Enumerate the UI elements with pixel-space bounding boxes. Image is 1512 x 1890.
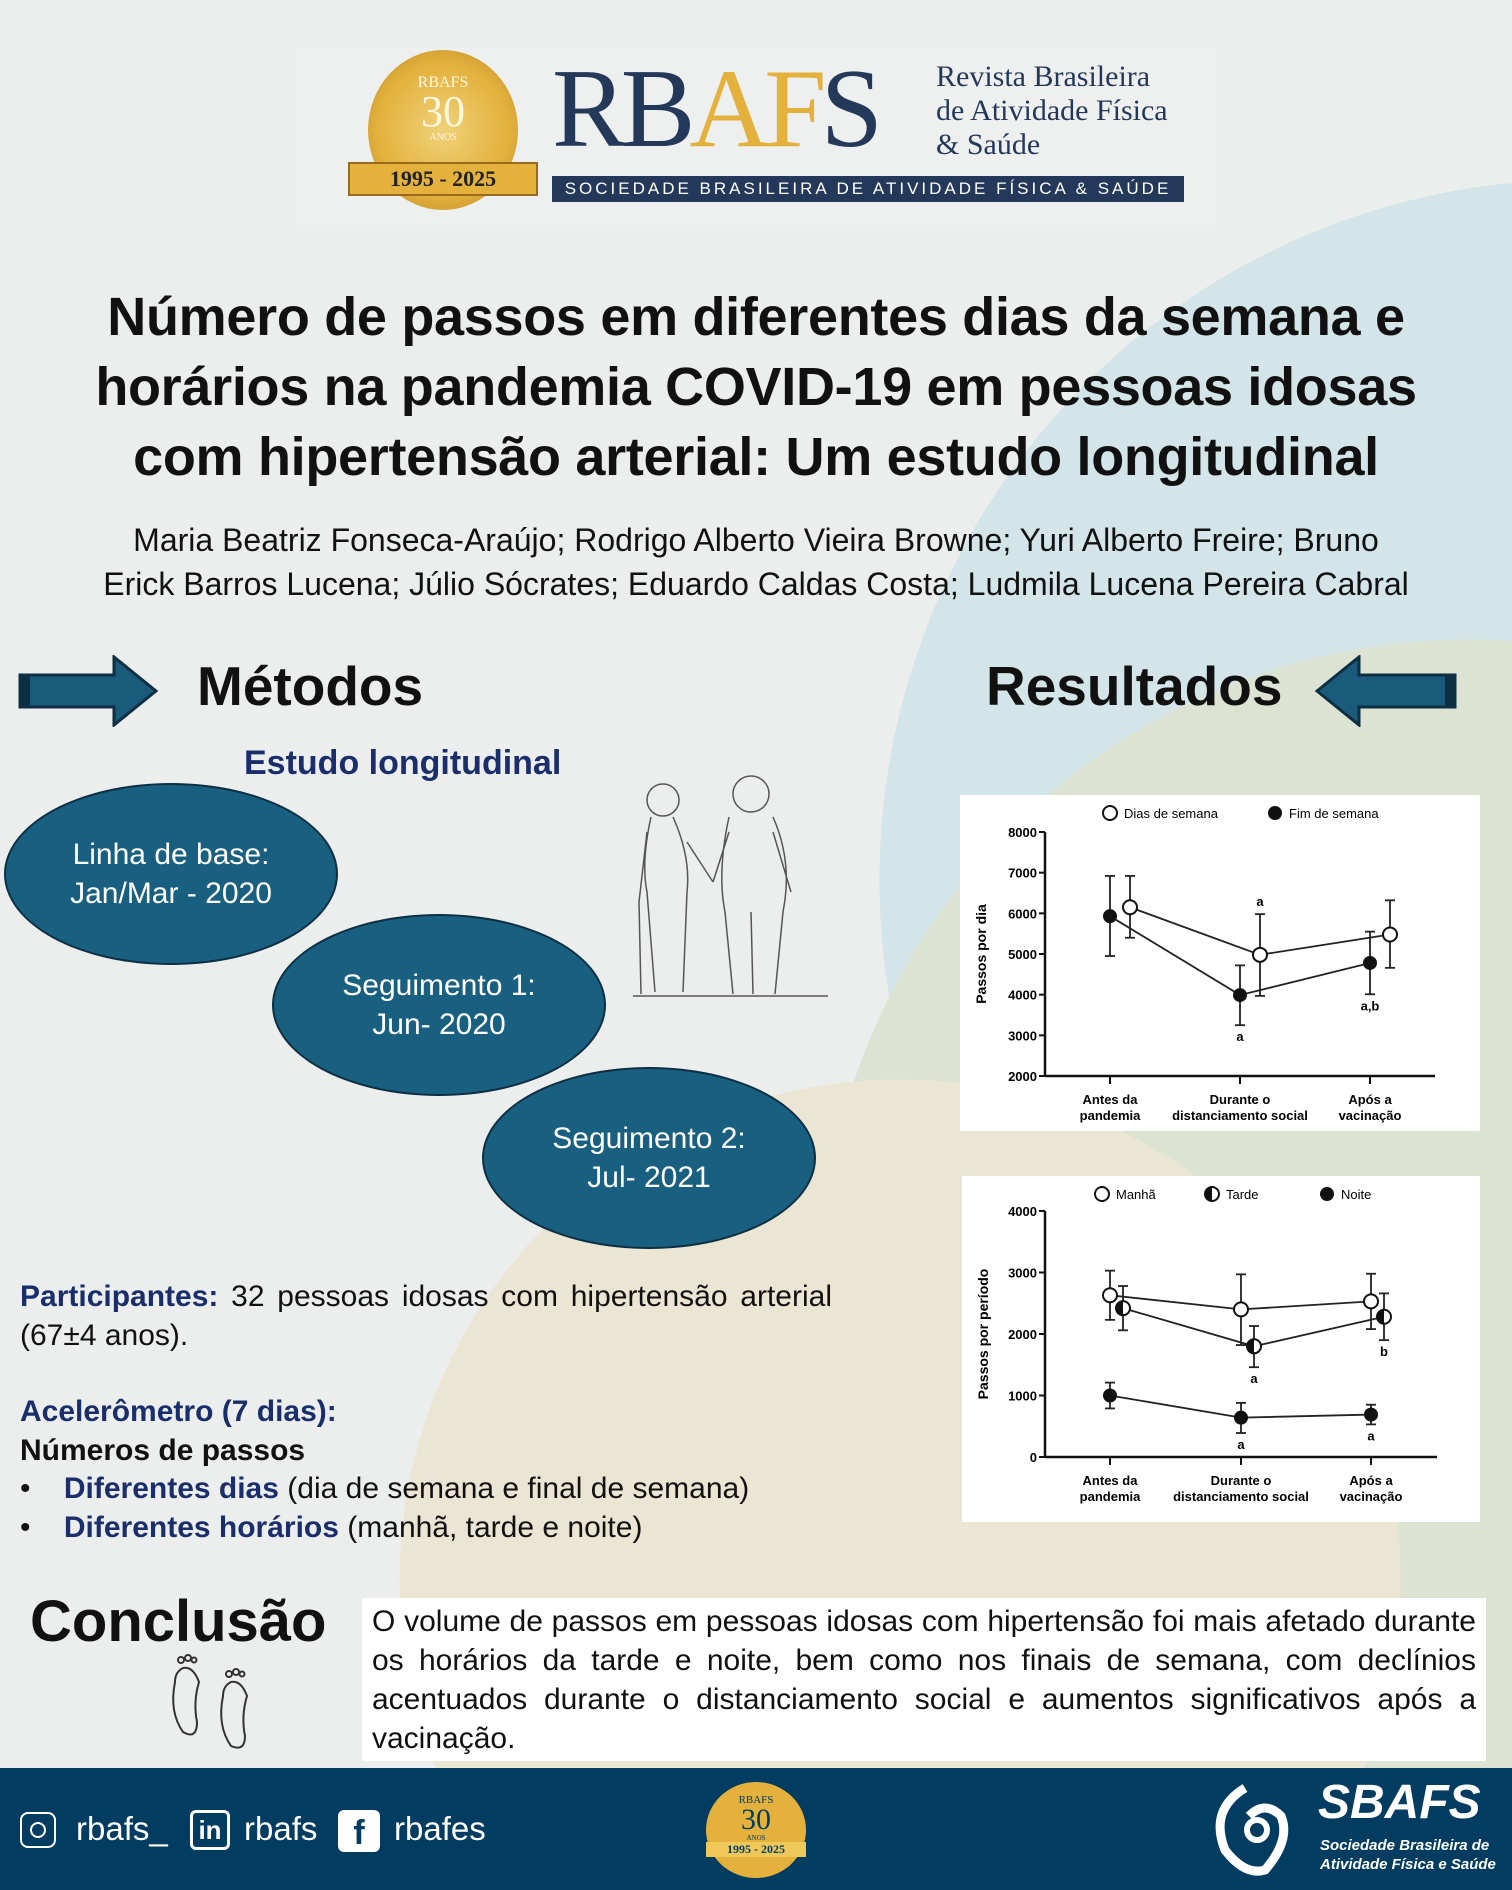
chart-1-svg: 2000 3000 4000 5000 6000 7000 8000 Passos por d… (973, 805, 1435, 1123)
data-point-half (1247, 1339, 1254, 1354)
y-axis-label: Passos por dia (973, 904, 989, 1004)
significance-label: a (1250, 1371, 1258, 1386)
data-point (1103, 1388, 1117, 1403)
methods-heading: Métodos (197, 655, 424, 717)
significance-label: a (1367, 1428, 1375, 1443)
rbafs-wordmark: RBAFS (552, 47, 883, 171)
data-point (1363, 955, 1377, 970)
y-tick-label: 4000 (1008, 988, 1037, 1003)
timeline-baseline: Linha de base: Jan/Mar - 2020 (4, 783, 338, 965)
significance-label: a (1256, 894, 1264, 909)
x-tick-label: Antes da (1083, 1473, 1139, 1488)
journal-logo: RBAFS 30 ANOS 1995 - 2025 RBAFS Revista … (296, 48, 1216, 230)
y-tick-label: 5000 (1008, 947, 1037, 962)
chart-steps-by-period: 0 1000 2000 3000 4000 Passos por período Antes… (962, 1176, 1480, 1522)
arrow-right-icon (18, 655, 158, 727)
chart-2-svg: 0 1000 2000 3000 4000 Passos por período Antes… (975, 1186, 1437, 1504)
linkedin-icon[interactable]: in (190, 1810, 230, 1850)
data-point (1382, 926, 1398, 943)
footer-seal: RBAFS 30 ANOS 1995 - 2025 (706, 1782, 806, 1878)
data-point (1102, 1287, 1118, 1304)
legend-label: Manhã (1116, 1187, 1157, 1202)
data-point (1234, 1410, 1248, 1425)
significance-label: a (1237, 1437, 1245, 1452)
y-tick-label: 0 (1030, 1450, 1037, 1465)
participants: Participantes: 32 pessoas idosas com hip… (20, 1280, 832, 1352)
facebook-icon[interactable]: f (338, 1810, 380, 1852)
y-tick-label: 6000 (1008, 906, 1037, 921)
y-tick-label: 7000 (1008, 866, 1037, 881)
x-tick-label: distanciamento social (1173, 1489, 1309, 1504)
y-tick-label: 8000 (1008, 825, 1037, 840)
significance-label: a,b (1361, 998, 1380, 1013)
legend-marker (1320, 1187, 1334, 1201)
data-point (1364, 1407, 1378, 1422)
x-tick-label: distanciamento social (1172, 1108, 1308, 1123)
elderly-couple-illustration (633, 775, 828, 997)
steps-label: Números de passos (20, 1434, 306, 1467)
sbafs-name: SBAFS (1318, 1776, 1481, 1829)
society-banner: SOCIEDADE BRASILEIRA DE ATIVIDADE FÍSICA… (552, 176, 1184, 202)
y-tick-label: 2000 (1008, 1327, 1037, 1342)
significance-label: a (1236, 1029, 1244, 1044)
y-tick-label: 1000 (1008, 1389, 1037, 1404)
y-axis-label: Passos por período (975, 1269, 991, 1400)
legend-label: Dias de semana (1124, 806, 1219, 821)
timeline-followup-1: Seguimento 1: Jun- 2020 (272, 914, 606, 1096)
conclusion-text: O volume de passos em pessoas idosas com… (362, 1598, 1486, 1761)
x-tick-label: pandemia (1080, 1108, 1141, 1123)
footprints-icon (172, 1654, 249, 1749)
footer: rbafs_ in rbafs f rbafes RBAFS 30 ANOS 1… (0, 1768, 1512, 1890)
linkedin-handle[interactable]: rbafs (244, 1810, 318, 1847)
chart-steps-by-day: 2000 3000 4000 5000 6000 7000 8000 Passos por d… (960, 795, 1480, 1131)
timeline-followup-2: Seguimento 2: Jul- 2021 (482, 1067, 816, 1249)
legend-label: Fim de semana (1289, 806, 1379, 821)
data-point-half (1116, 1301, 1123, 1316)
y-tick-label: 4000 (1008, 1204, 1037, 1219)
legend-marker (1102, 805, 1118, 821)
data-point (1363, 1293, 1379, 1310)
instagram-handle[interactable]: rbafs_ (76, 1810, 168, 1847)
x-tick-label: pandemia (1080, 1489, 1141, 1504)
facebook-handle[interactable]: rbafes (394, 1810, 486, 1847)
legend-label: Tarde (1226, 1187, 1259, 1202)
accelerometer-label: Acelerômetro (7 dias): (20, 1395, 337, 1428)
journal-name: Revista Brasileira de Atividade Física &… (936, 60, 1168, 161)
y-tick-label: 3000 (1008, 1028, 1037, 1043)
data-point (1103, 909, 1117, 924)
arrow-left-icon (1315, 655, 1457, 727)
x-tick-label: Durante o (1211, 1473, 1272, 1488)
significance-label: b (1380, 1344, 1388, 1359)
x-tick-label: Após a (1348, 1092, 1392, 1107)
x-tick-label: Durante o (1210, 1092, 1271, 1107)
bullet-item: • Diferentes horários (manhã, tarde e no… (20, 1511, 643, 1544)
data-point-half (1377, 1309, 1384, 1324)
data-point (1122, 899, 1138, 916)
legend-marker-half (1205, 1187, 1212, 1201)
x-tick-label: vacinação (1339, 1108, 1402, 1123)
x-tick-label: Antes da (1083, 1092, 1139, 1107)
methods-subheading: Estudo longitudinal (244, 744, 562, 782)
data-point (1233, 988, 1247, 1003)
sbafs-logo-icon (1215, 1784, 1289, 1876)
seal-ribbon: 1995 - 2025 (348, 162, 538, 196)
conclusion-heading: Conclusão (30, 1589, 327, 1654)
poster-title: Número de passos em diferentes dias da s… (95, 287, 1417, 487)
legend-marker (1094, 1186, 1110, 1202)
data-point (1233, 1301, 1249, 1318)
legend-marker (1268, 806, 1282, 820)
results-heading: Resultados (986, 655, 1283, 717)
legend-label: Noite (1341, 1187, 1371, 1202)
x-tick-label: vacinação (1340, 1489, 1403, 1504)
x-tick-label: Após a (1349, 1473, 1393, 1488)
instagram-icon[interactable] (20, 1812, 56, 1848)
y-tick-label: 2000 (1008, 1069, 1037, 1084)
data-point (1252, 946, 1268, 963)
sbafs-subtitle: Sociedade Brasileira de Atividade Física … (1320, 1837, 1496, 1873)
authors: Maria Beatriz Fonseca-Araújo; Rodrigo Al… (103, 522, 1409, 602)
y-tick-label: 3000 (1008, 1266, 1037, 1281)
bullet-item: • Diferentes dias (dia de semana e final… (20, 1472, 750, 1505)
